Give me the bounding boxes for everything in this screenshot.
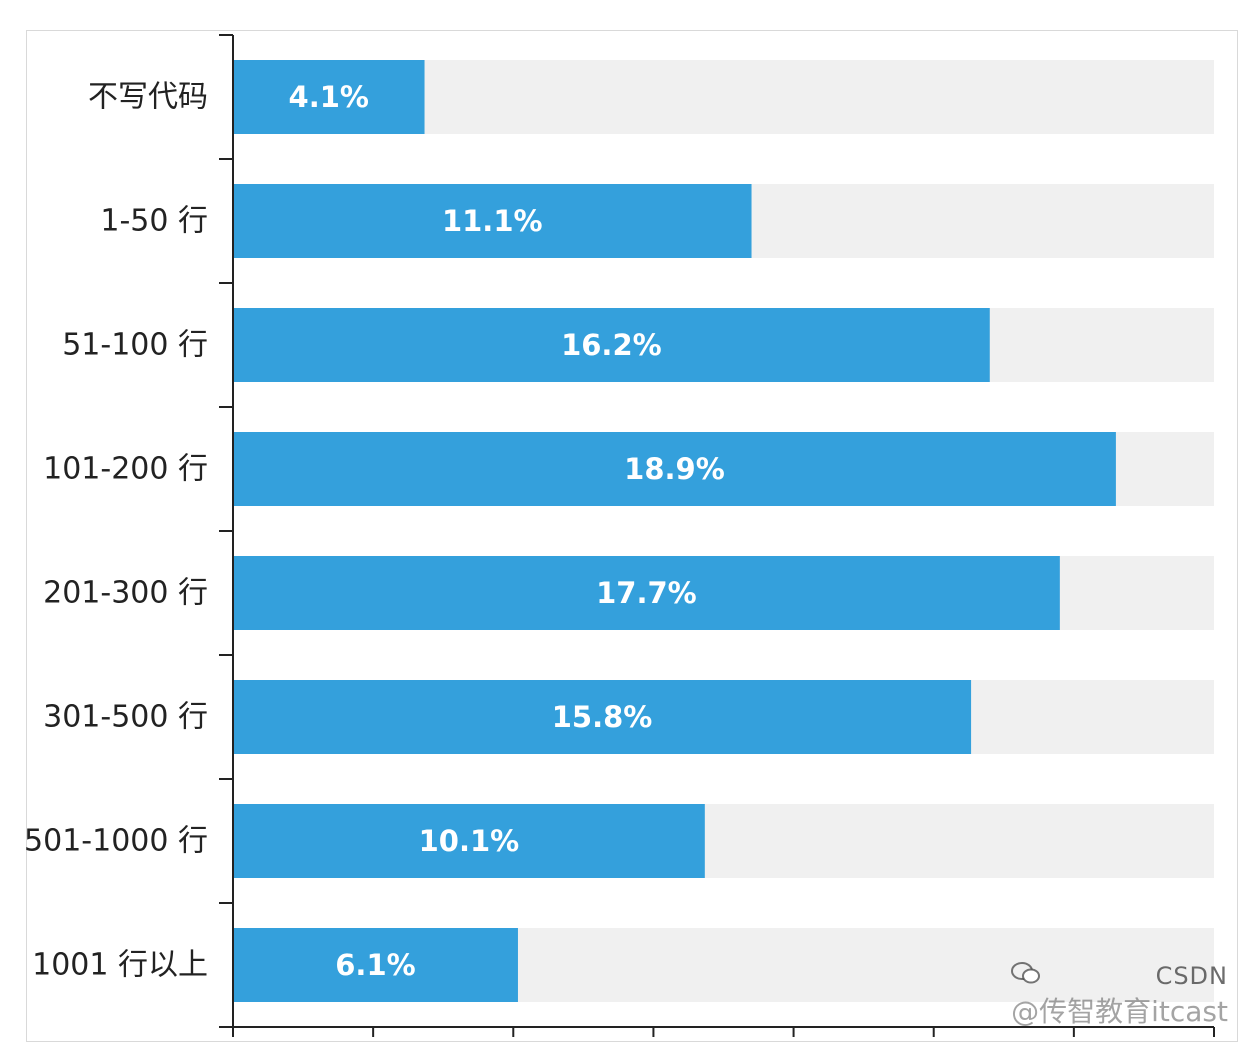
value-label: 17.7% [596, 576, 697, 610]
category-label: 不写代码 [88, 80, 208, 115]
bar [233, 432, 1116, 506]
category-label: 101-200 行 [43, 452, 208, 487]
bar [233, 804, 705, 878]
category-label: 1001 行以上 [32, 948, 208, 983]
bar [233, 60, 425, 134]
value-label: 18.9% [624, 452, 725, 486]
bar [233, 928, 518, 1002]
category-label: 201-300 行 [43, 576, 208, 611]
chart-frame [26, 30, 1238, 1042]
value-label: 11.1% [442, 204, 543, 238]
axes [219, 34, 1215, 1037]
bar [233, 680, 972, 754]
category-label: 51-100 行 [62, 328, 208, 363]
value-labels: 4.1% 11.1% 16.2% 18.9% 17.7% 15.8% 10.1% 6.1% [289, 80, 725, 982]
category-label: 501-1000 行 [24, 824, 208, 859]
value-label: 4.1% [289, 80, 369, 114]
bars [233, 60, 1116, 1002]
bar [233, 184, 752, 258]
value-label: 15.8% [552, 700, 653, 734]
bar [233, 556, 1060, 630]
value-label: 10.1% [419, 824, 520, 858]
bar [233, 308, 990, 382]
category-label: 301-500 行 [43, 700, 208, 735]
value-label: 6.1% [335, 948, 415, 982]
value-label: 16.2% [561, 328, 662, 362]
category-labels: 不写代码 1-50 行 51-100 行 101-200 行 201-300 行 301-… [24, 80, 208, 983]
category-label: 1-50 行 [100, 204, 208, 239]
